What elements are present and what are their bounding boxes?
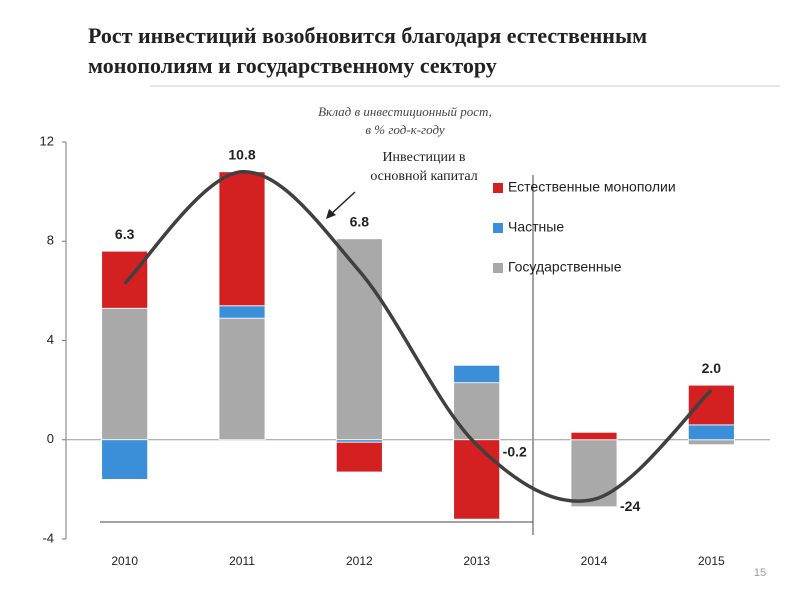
x-tick-label: 2013 (463, 554, 490, 568)
bar-segment (218, 317, 266, 441)
chart-title: Рост инвестиций возобновится благодаря е… (88, 23, 647, 48)
y-tick-label: 0 (47, 431, 54, 446)
legend-swatch (493, 223, 503, 233)
legend-label: Государственные (508, 259, 622, 275)
x-tick-label: 2011 (229, 554, 255, 568)
bar-segment (687, 439, 735, 446)
legend-label: Частные (508, 219, 564, 235)
legend-label: Естественные монополии (508, 179, 676, 195)
subtitle: в % год-к-году (365, 122, 444, 137)
x-tick-label: 2010 (111, 554, 138, 568)
y-tick-label: 4 (47, 332, 54, 347)
line (123, 170, 713, 503)
subtitle: Вклад в инвестиционный рост, (318, 104, 492, 119)
y-tick-label: 8 (47, 233, 54, 248)
bar-segment (453, 382, 501, 441)
legend-swatch (493, 183, 503, 193)
value-label: -0.2 (503, 443, 527, 459)
value-label: 6.8 (350, 213, 370, 229)
y-tick-label: -4 (42, 530, 54, 545)
annotation: основной капитал (370, 169, 477, 184)
annotation-arrow-head (326, 209, 336, 219)
bar-segment (335, 441, 383, 473)
annotation-arrow (329, 191, 356, 216)
bar-segment (453, 364, 501, 384)
value-label: 2.0 (702, 360, 722, 376)
value-label: 10.8 (228, 146, 255, 162)
value-label: -24 (620, 498, 640, 514)
bar-segment (101, 439, 149, 480)
y-tick-label: 12 (40, 133, 54, 148)
bar-segment (101, 307, 149, 441)
chart-title: монополиям и государственному сектору (88, 53, 497, 78)
legend-swatch (493, 263, 503, 273)
bar-segment (218, 171, 266, 307)
bar-segment (218, 305, 266, 319)
bar-segment (101, 250, 149, 309)
x-tick-label: 2012 (346, 554, 373, 568)
annotation: Инвестиции в (382, 150, 465, 165)
bar-segment (687, 424, 735, 441)
bar-segment (570, 439, 618, 508)
bar-segment (570, 431, 618, 441)
page-number: 15 (754, 567, 766, 579)
value-label: 6.3 (115, 226, 135, 242)
bar-segment (453, 439, 501, 520)
x-tick-label: 2014 (581, 554, 608, 568)
x-tick-label: 2015 (698, 554, 725, 568)
